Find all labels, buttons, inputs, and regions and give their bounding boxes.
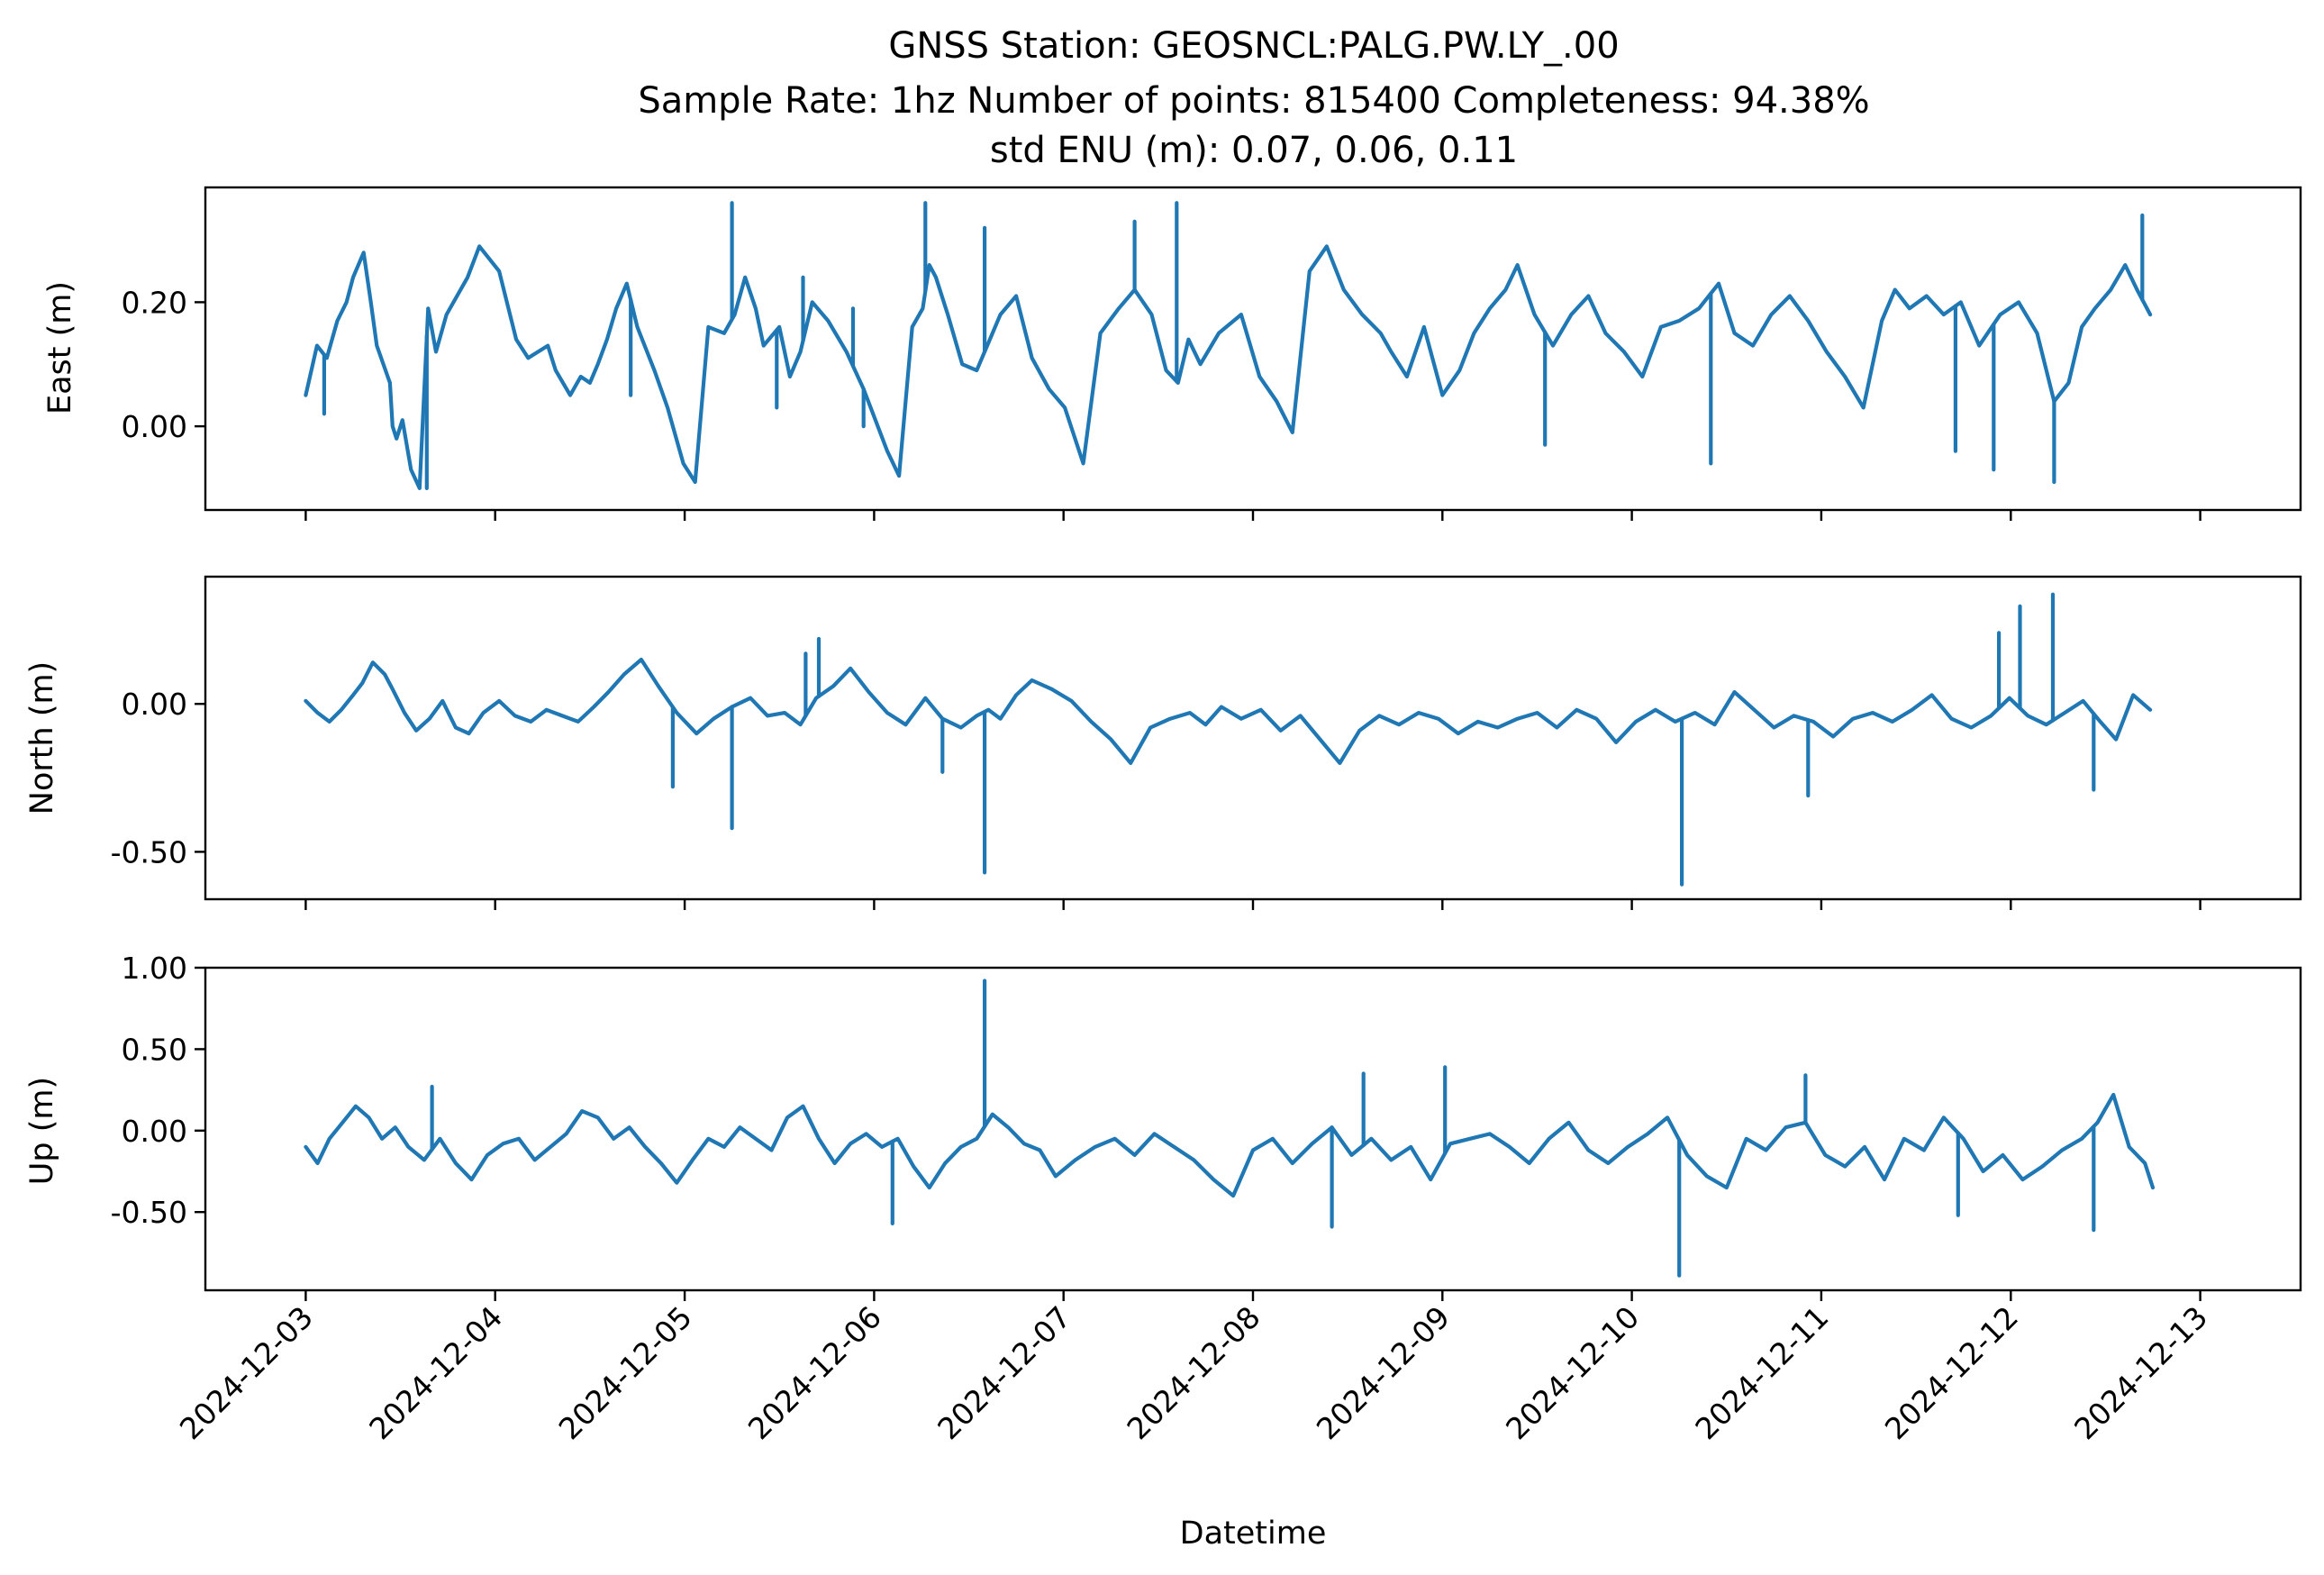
north-y-ticks: 0.00 -0.50 [111, 687, 205, 869]
north-y-tick-label: 0.00 [122, 687, 187, 722]
east-y-tick-label: 0.20 [122, 285, 187, 320]
north-panel: North (m) 0.00 -0.50 [24, 575, 2302, 910]
east-y-axis-label: East (m) [42, 281, 78, 414]
up-y-tick-label: 1.00 [122, 951, 187, 986]
east-x-ticks [304, 510, 2201, 521]
up-panel: Up (m) 1.00 0.50 0.00 -0.50 [24, 951, 2302, 1301]
up-series-line [304, 1092, 2156, 1198]
up-y-tick-label: 0.50 [122, 1032, 187, 1067]
north-y-tick-label: -0.50 [111, 834, 187, 869]
north-series-line [304, 657, 2153, 766]
east-y-ticks: 0.00 0.20 [122, 285, 205, 444]
north-y-axis-label: North (m) [24, 661, 60, 815]
north-x-ticks [304, 899, 2201, 910]
chart-title-line-2: Sample Rate: 1hz Number of points: 81540… [638, 80, 1869, 122]
chart-title-line-1: GNSS Station: GEOSNCL:PALG.PW.LY_.00 [888, 25, 1619, 67]
up-x-ticks [304, 1290, 2201, 1301]
up-series [304, 979, 2156, 1278]
east-y-tick-label: 0.00 [122, 409, 187, 444]
east-panel: East (m) 0.00 0.20 [42, 186, 2302, 521]
east-series-line [304, 244, 2153, 491]
up-y-ticks: 1.00 0.50 0.00 -0.50 [111, 951, 205, 1230]
chart-title-line-3: std ENU (m): 0.07, 0.06, 0.11 [990, 130, 1518, 171]
up-y-tick-label: -0.50 [111, 1195, 187, 1230]
up-y-tick-label: 0.00 [122, 1114, 187, 1149]
north-series [304, 592, 2153, 887]
east-series [304, 201, 2153, 491]
x-axis-label: Datetime [1180, 1516, 1327, 1552]
up-y-axis-label: Up (m) [24, 1077, 60, 1185]
